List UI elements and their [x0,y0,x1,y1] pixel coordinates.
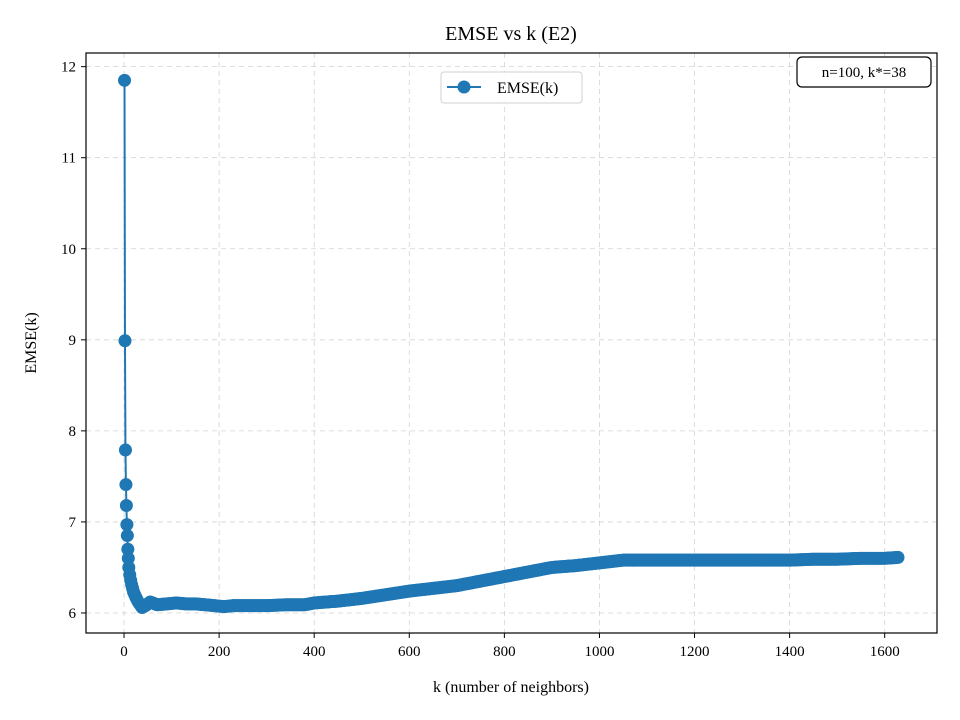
plot-frame [85,52,938,634]
x-tick-label: 1600 [870,644,900,660]
y-axis-label: EMSE(k) [23,312,40,373]
x-axis-label: k (number of neighbors) [433,679,589,696]
series-line [123,80,899,609]
data-point [119,478,133,492]
legend-box [440,71,583,104]
x-tick-label: 1000 [584,644,614,660]
x-tick-label: 1400 [775,644,805,660]
x-tick-label: 1200 [680,644,710,660]
x-tick-label: 0 [120,644,128,660]
annotation-frame [796,56,932,88]
y-tick-label: 9 [69,333,77,349]
y-axis-ticks: 6 7 8 9 10 11 12 [61,60,86,622]
chart-title: EMSE vs k (E2) [445,23,577,45]
data-point [118,73,132,87]
x-tick-label: 800 [493,644,516,660]
y-tick-label: 10 [61,242,76,258]
data-point [120,518,134,532]
x-tick-label: 400 [303,644,326,660]
grid [86,53,937,633]
x-tick-label: 600 [398,644,421,660]
legend-marker-swatch [457,80,471,94]
annotation-text: n=100, k*=38 [822,65,906,81]
y-tick-label: 6 [69,606,77,622]
legend: EMSE(k) [440,71,583,104]
data-point [891,550,905,564]
data-point [119,499,133,513]
legend-label: EMSE(k) [497,80,558,97]
y-tick-label: 12 [61,60,76,76]
x-axis-ticks: 0 200 400 600 800 1000 1200 1400 1600 [120,633,900,660]
y-tick-label: 8 [69,424,77,440]
y-tick-label: 7 [69,515,77,531]
y-tick-label: 11 [62,151,76,167]
series-emse [118,73,905,615]
annotation-box: n=100, k*=38 [796,56,932,88]
data-point [120,529,134,543]
data-point [118,443,132,457]
data-point [118,334,132,348]
x-tick-label: 200 [208,644,231,660]
